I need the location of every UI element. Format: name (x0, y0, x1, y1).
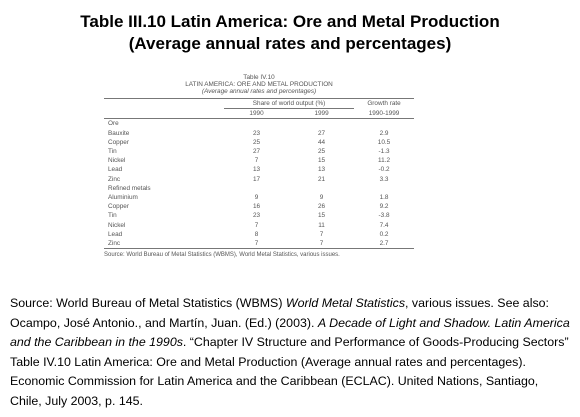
data-row: Aluminium 9 9 1.8 (104, 193, 414, 202)
row-label: Copper (108, 203, 129, 211)
data-row: Nickel 7 15 11.2 (104, 156, 414, 165)
cell (104, 97, 224, 109)
growth-header: 1990-1999 (354, 108, 414, 120)
cell: 7 (319, 230, 324, 238)
row-label: Aluminium (108, 194, 138, 202)
header-row: 1990 1999 1990-1999 (104, 108, 414, 120)
group-header: Share of world output (%) (224, 97, 355, 110)
cell: 7 (289, 239, 355, 250)
row-label: Nickel (108, 221, 126, 229)
cell: 3.3 (379, 175, 389, 183)
data-row: Copper 16 26 9.2 (104, 202, 414, 211)
title: (Average annual rates and percentages) (128, 34, 452, 53)
cell: 10.5 (377, 138, 391, 146)
title: Table III.10 Latin America: Ore and Meta… (80, 12, 500, 31)
italic-text: World Metal Statistics (285, 296, 406, 310)
cell (104, 108, 224, 120)
cell: 21 (317, 175, 326, 183)
cell: 2.7 (354, 239, 414, 250)
row-label: Lead (108, 230, 123, 238)
data-row: Lead 13 13 -0.2 (104, 165, 414, 174)
section-name: Refined metals (108, 184, 151, 192)
data-row: Bauxite 23 27 2.9 (104, 129, 414, 138)
cell: 1.8 (379, 194, 389, 202)
cell: 9 (319, 194, 324, 202)
section-name: Ore (108, 120, 119, 128)
cell: 7 (254, 221, 259, 229)
growth-header: Growth rate (354, 97, 414, 109)
section-row: Refined metals (104, 184, 414, 193)
text: Source: World Bureau of Metal Statistics… (10, 296, 286, 310)
year-header: 1990 (224, 108, 290, 120)
table-label: Table IV.10 (243, 74, 275, 81)
data-row: Zinc 7 7 2.7 (104, 239, 414, 250)
data-row: Tin 23 15 -3.8 (104, 211, 414, 220)
table-title: LATIN AMERICA: ORE AND METAL PRODUCTION (185, 81, 333, 88)
cell: 7 (254, 157, 259, 165)
table-image: Table IV.10 LATIN AMERICA: ORE AND METAL… (98, 74, 420, 280)
cell: 26 (317, 203, 326, 211)
cell: -1.3 (378, 148, 390, 156)
cell: 7.4 (379, 221, 389, 229)
cell: 17 (252, 175, 261, 183)
row-label: Zinc (108, 175, 121, 183)
cell: 9 (254, 194, 259, 202)
row-label: Lead (108, 166, 123, 174)
cell: -3.8 (378, 212, 390, 220)
data-row: Nickel 7 11 7.4 (104, 221, 414, 230)
cell: -0.2 (378, 166, 390, 174)
data-row: Zinc 17 21 3.3 (104, 175, 414, 184)
cell: 13 (252, 166, 261, 174)
text: . “Chapter IV Structure and Performance … (10, 335, 569, 408)
cell: 27 (252, 148, 261, 156)
table-subtitle: (Average annual rates and percentages) (201, 88, 317, 95)
row-label: Tin (108, 212, 117, 220)
source-text: Source: World Bureau of Metal Statistics… (10, 294, 572, 411)
row-label: Tin (108, 148, 117, 156)
italic-text: A Decade of Light and Shadow. Latin Amer… (10, 315, 570, 350)
cell: 23 (252, 212, 261, 220)
cell: 44 (317, 138, 326, 146)
section-row: Ore (104, 119, 414, 129)
data-row: Tin 27 25 -1.3 (104, 147, 414, 156)
cell: 0.2 (379, 230, 389, 238)
cell: 23 (252, 129, 261, 137)
header-row: Share of world output (%) Growth rate (104, 97, 414, 110)
cell: 25 (252, 138, 261, 146)
table-source: Source: World Bureau of Metal Statistics… (104, 252, 340, 259)
row-label: Zinc (104, 239, 224, 250)
cell: 13 (317, 166, 326, 174)
text: , various issues. See also: Ocampo, José… (10, 296, 549, 330)
table: Share of world output (%) Growth rate 19… (104, 97, 414, 250)
year-header: 1999 (289, 108, 355, 120)
row-label: Nickel (108, 157, 126, 165)
cell: 15 (317, 157, 326, 165)
cell: 15 (317, 212, 326, 220)
cell: 11 (318, 221, 325, 229)
cell: 7 (224, 239, 290, 250)
row-label: Bauxite (108, 129, 130, 137)
cell: 8 (254, 230, 259, 238)
row-label: Copper (108, 138, 129, 146)
cell: 9.2 (379, 203, 389, 211)
cell: 16 (252, 203, 261, 211)
cell: 27 (317, 129, 326, 137)
data-row: Lead 8 7 0.2 (104, 230, 414, 239)
data-row: Copper 25 44 10.5 (104, 138, 414, 147)
cell: 2.9 (379, 129, 389, 137)
cell: 11.2 (378, 157, 391, 165)
cell: 25 (317, 148, 326, 156)
